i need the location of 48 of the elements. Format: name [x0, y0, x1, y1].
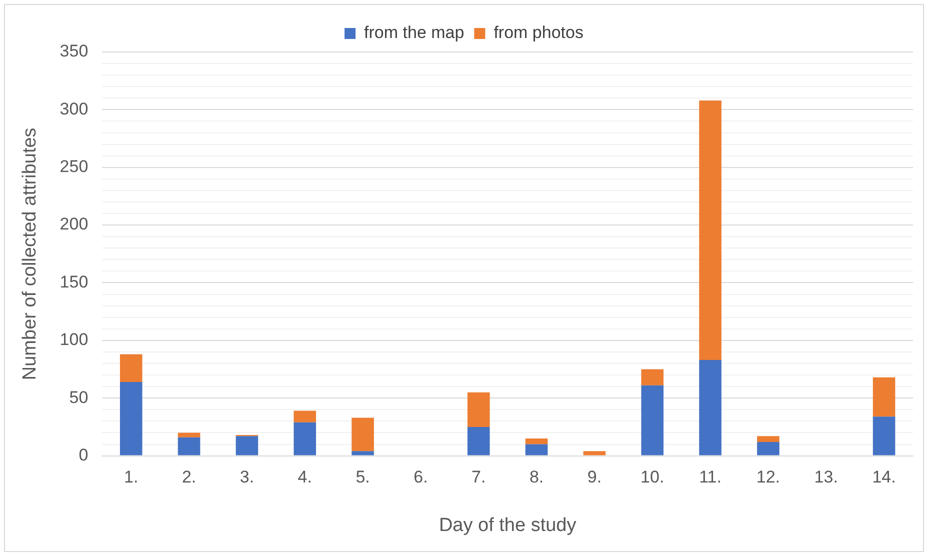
x-tick-label: 1. [124, 468, 138, 487]
y-tick-label: 300 [60, 99, 88, 118]
bar [467, 426, 490, 456]
y-tick-label: 50 [69, 388, 88, 407]
legend-label: from the map [364, 23, 464, 42]
bar [699, 100, 722, 360]
x-tick-label: 11. [699, 468, 722, 487]
y-tick-label: 350 [60, 42, 88, 61]
y-tick-label: 100 [60, 330, 88, 350]
bar [352, 451, 374, 456]
bar [352, 418, 374, 452]
bar [294, 410, 316, 422]
x-tick-label: 9. [587, 468, 602, 487]
bar [178, 432, 200, 438]
bar [178, 437, 200, 456]
x-tick-label: 8. [529, 468, 544, 487]
x-tick-label: 5. [356, 468, 370, 487]
bar [294, 422, 316, 456]
bar [699, 360, 722, 456]
y-tick-label: 150 [60, 272, 88, 292]
x-axis-title: Day of the study [438, 514, 577, 536]
x-tick-label: 13. [814, 468, 838, 487]
bar [120, 354, 142, 382]
x-tick-label: 6. [414, 468, 428, 487]
bar [872, 377, 896, 417]
bar [525, 438, 548, 444]
x-tick-label: 3. [240, 468, 254, 487]
x-tick-label: 10. [640, 468, 664, 487]
x-tick-label: 7. [472, 468, 486, 487]
bar [120, 382, 142, 456]
y-tick-label: 0 [78, 445, 88, 464]
y-tick-label: 200 [60, 214, 88, 234]
x-tick-label: 2. [182, 468, 196, 487]
x-tick-label: 4. [298, 468, 312, 487]
y-tick-label: 250 [60, 157, 88, 176]
bar [872, 416, 896, 456]
legend-label: from photos [494, 23, 584, 42]
bar [583, 451, 606, 456]
bar [757, 436, 780, 442]
bar [757, 442, 780, 456]
bar [236, 436, 258, 456]
bar [467, 392, 490, 427]
x-tick-label: 12. [756, 468, 780, 487]
bar [641, 369, 664, 386]
bar [641, 385, 664, 456]
y-axis-title: Number of collected attributes [20, 128, 41, 380]
x-tick-label: 14. [872, 468, 896, 487]
bar [525, 444, 548, 456]
